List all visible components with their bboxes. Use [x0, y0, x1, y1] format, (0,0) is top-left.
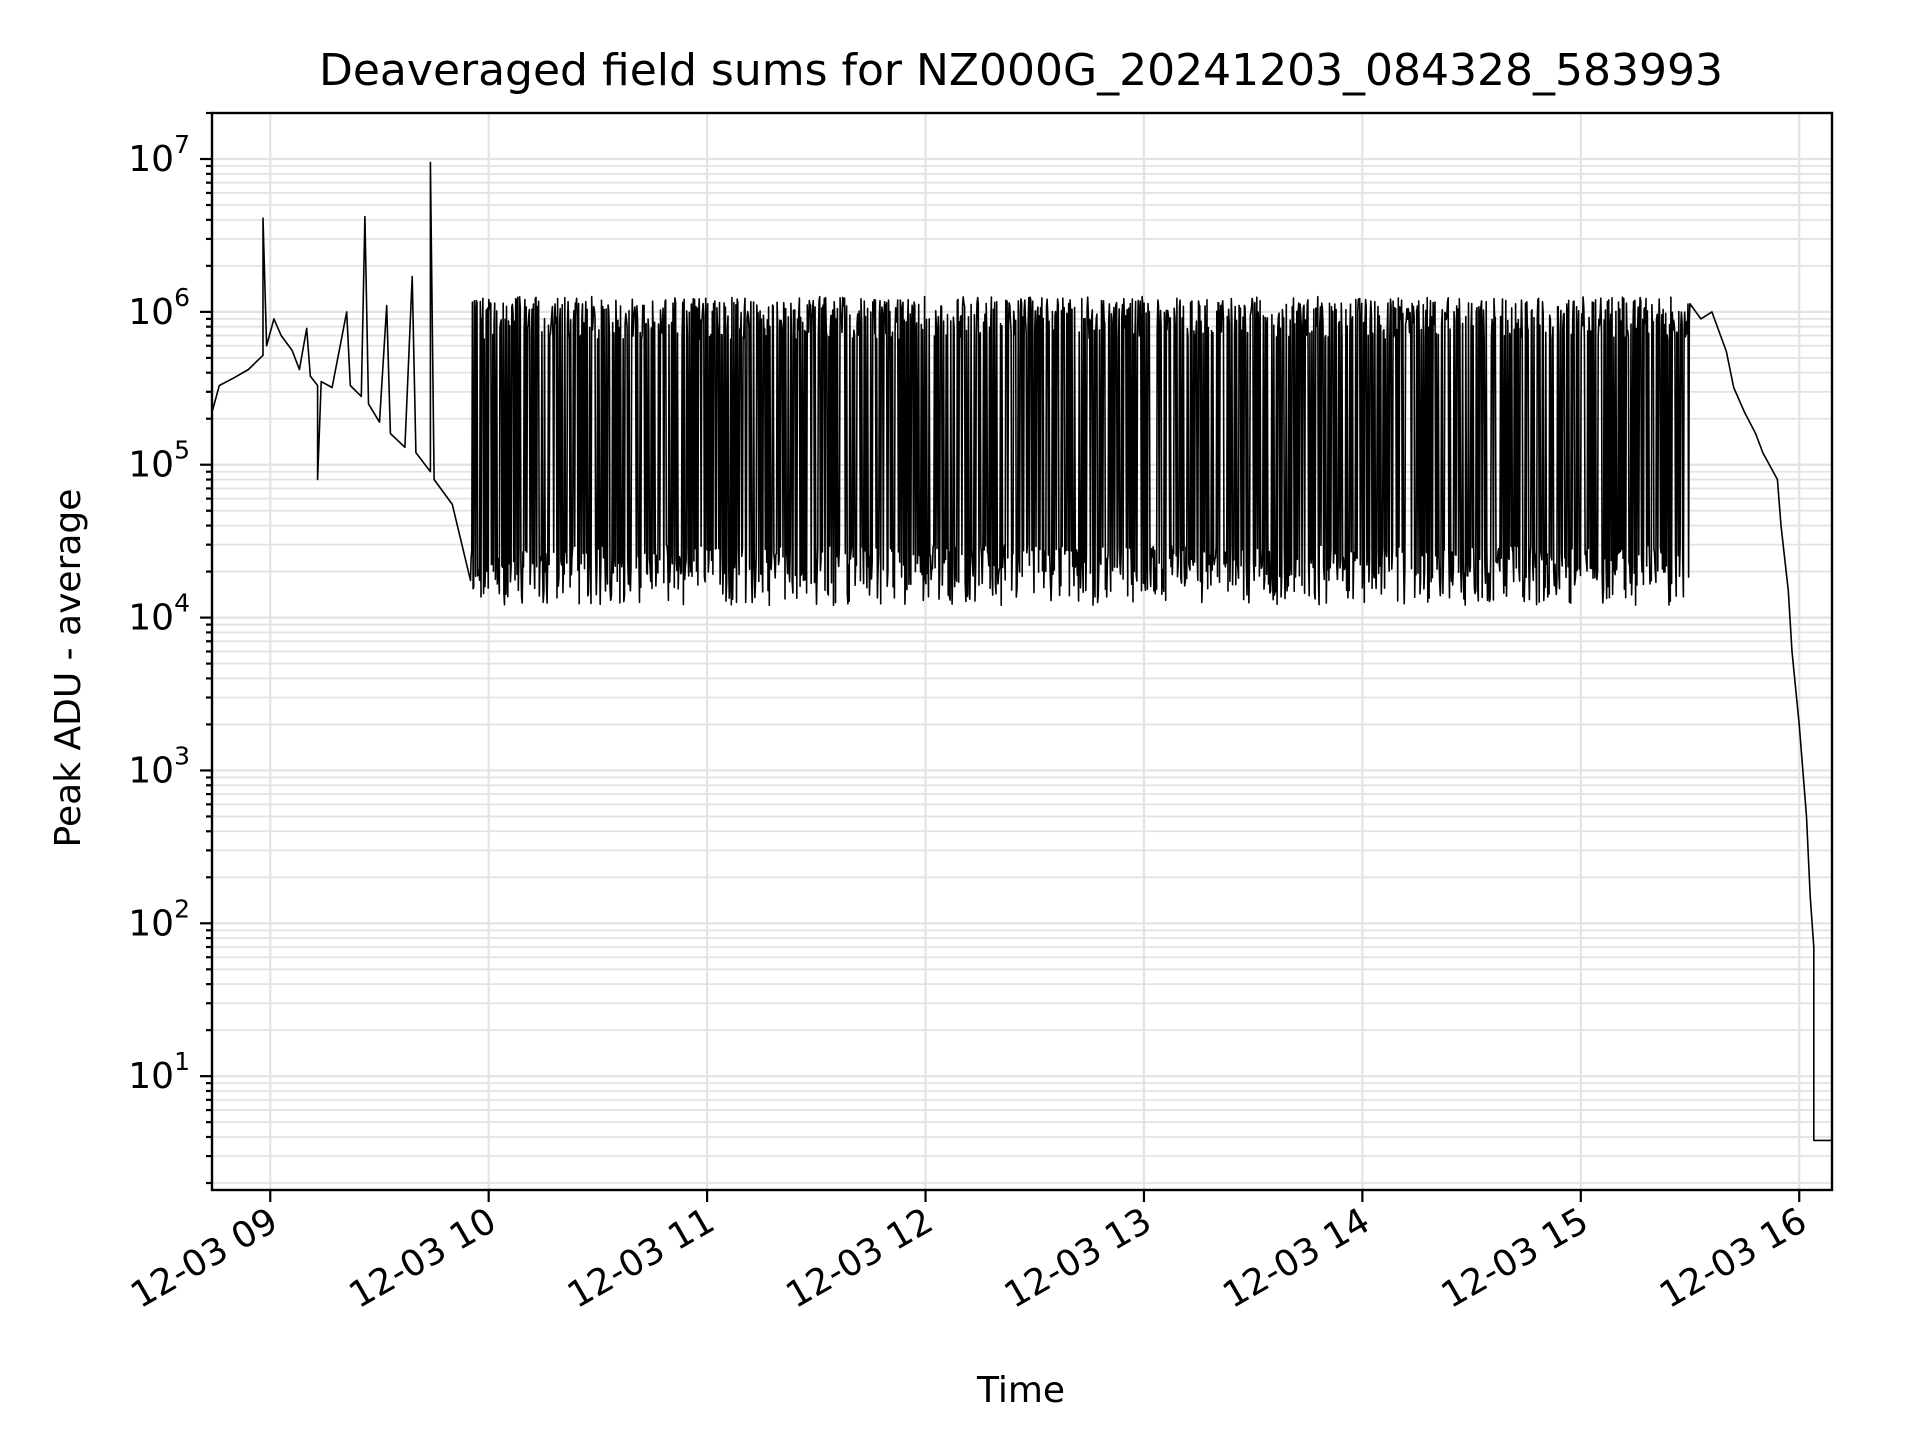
x-tick-label: 12-03 14 — [1216, 1200, 1377, 1316]
x-tick-label: 12-03 11 — [561, 1200, 722, 1316]
x-tick-label: 12-03 13 — [998, 1200, 1159, 1316]
y-tick-label: 103 — [128, 741, 190, 791]
y-tick-label: 106 — [128, 283, 190, 333]
series-line — [211, 161, 1832, 1142]
y-tick-label: 104 — [128, 589, 190, 639]
x-tick-label: 12-03 16 — [1653, 1200, 1814, 1316]
y-tick-label: 102 — [128, 894, 190, 944]
y-tick-label: 101 — [128, 1047, 190, 1097]
y-axis-label: Peak ADU - average — [48, 489, 89, 848]
x-axis-label: Time — [976, 1370, 1065, 1411]
x-axis-ticks: 12-03 09 12-03 10 12-03 11 12-03 12 12-03 13… — [124, 1190, 1814, 1317]
plot-area — [211, 161, 1832, 1142]
x-tick-label: 12-03 12 — [779, 1200, 940, 1316]
x-tick-label: 12-03 10 — [342, 1200, 503, 1316]
y-tick-label: 107 — [128, 130, 190, 180]
y-axis-ticks: 101 102 103 104 105 106 107 — [128, 111, 212, 1185]
grid-lines — [212, 112, 1832, 1190]
chart-title: Deaveraged field sums for NZ000G_2024120… — [319, 45, 1723, 96]
x-tick-label: 12-03 15 — [1435, 1200, 1596, 1316]
y-tick-label: 105 — [128, 436, 190, 486]
x-tick-label: 12-03 09 — [124, 1200, 285, 1316]
